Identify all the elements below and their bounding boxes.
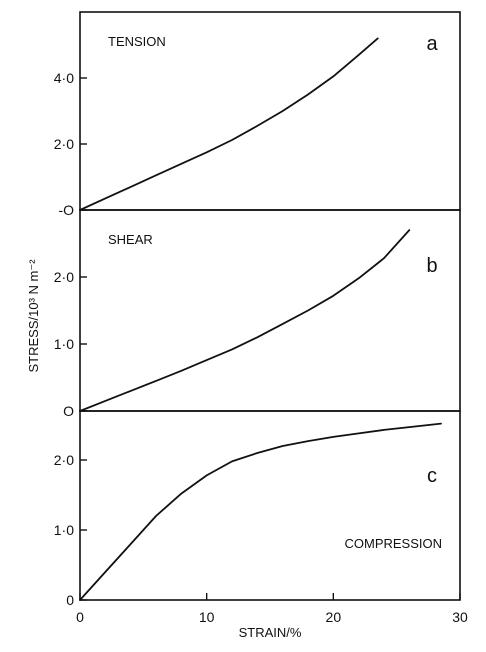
panel-c: 0 1·0 2·0 COMPRESSION c bbox=[54, 410, 461, 608]
x-axis-title: STRAIN/% bbox=[239, 625, 302, 640]
y-tick-label: 4·0 bbox=[54, 70, 74, 86]
y-tick-label: 2·0 bbox=[54, 136, 74, 152]
panel-c-label: COMPRESSION bbox=[344, 536, 442, 551]
panel-a-label: TENSION bbox=[108, 34, 166, 49]
y-tick-label: 2·0 bbox=[54, 269, 74, 285]
panel-a-letter: a bbox=[426, 33, 438, 55]
panel-c-curve bbox=[79, 422, 442, 601]
panel-a-curve bbox=[79, 37, 379, 211]
y-tick-label: 2·0 bbox=[54, 452, 74, 468]
x-tick-label: 10 bbox=[199, 609, 215, 625]
y-tick-label: -O bbox=[58, 202, 74, 218]
x-tick-label: 30 bbox=[452, 609, 468, 625]
y-axis-title: STRESS/10³ N m⁻² bbox=[26, 259, 41, 373]
y-tick-label: 1·0 bbox=[54, 336, 74, 352]
y-tick-label: 0 bbox=[66, 592, 74, 608]
panel-a: -O 2·0 4·0 TENSION a bbox=[54, 11, 461, 218]
panel-c-frame bbox=[79, 410, 461, 601]
panel-b-curve bbox=[79, 229, 411, 412]
panel-b-label: SHEAR bbox=[108, 232, 153, 247]
panel-b-letter: b bbox=[426, 255, 437, 277]
panel-b: O 1·0 2·0 SHEAR b bbox=[54, 209, 461, 419]
y-tick-label: 1·0 bbox=[54, 522, 74, 538]
y-tick-label: O bbox=[63, 403, 74, 419]
x-tick-label: 0 bbox=[76, 609, 84, 625]
x-tick-label: 20 bbox=[326, 609, 342, 625]
panel-c-letter: c bbox=[427, 465, 437, 487]
